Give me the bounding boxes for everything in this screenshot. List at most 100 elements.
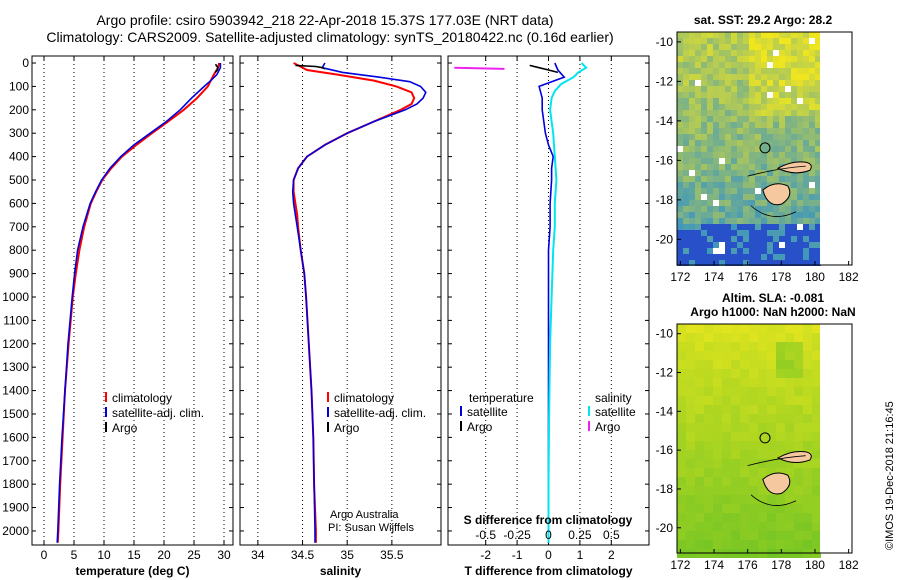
map-y-tick-label: -14 (656, 404, 674, 418)
climatology-line (56, 62, 221, 543)
depth-tick-label: 1100 (3, 313, 29, 327)
depth-tick-label: 1900 (2, 501, 29, 515)
map-y-tick-label: -10 (656, 35, 674, 49)
legend-label: Argo (334, 421, 360, 435)
map-frame (676, 323, 853, 554)
salinity-argo-line (454, 66, 505, 70)
map-x-tick-label: 174 (704, 270, 724, 284)
x-tick-label: 0 (545, 548, 552, 562)
island-viti-levu (762, 472, 791, 495)
depth-tick-label: 1700 (2, 454, 29, 468)
island-viti-levu (762, 183, 791, 206)
x-tick-label: 1 (577, 548, 584, 562)
salinity-satellite-line (547, 62, 588, 543)
satellite-adj-clim-line (56, 63, 222, 543)
imos-timestamp: ©IMOS 19-Dec-2018 21:16:45 (884, 401, 896, 550)
x-tick-label: 5 (71, 548, 78, 562)
x-axis-label: temperature (deg C) (75, 564, 189, 578)
climatology-line (292, 62, 416, 543)
legend-label: Argo (112, 421, 138, 435)
map-x-tick-label: 182 (839, 558, 859, 572)
plot-frame (447, 55, 650, 546)
argo-float-marker (759, 432, 771, 444)
x-tick-label: 34 (251, 548, 265, 562)
map-no-data (820, 324, 852, 553)
argo-line (214, 63, 219, 73)
map-y-tick-label: -12 (656, 74, 674, 88)
x-tick-label: 10 (97, 548, 111, 562)
depth-tick-label: 1400 (2, 384, 29, 398)
map-heatmap-cells (677, 324, 821, 558)
legend-label: Argo (467, 420, 493, 434)
x-axis-label: salinity (320, 564, 362, 578)
legend-label: Argo (595, 420, 621, 434)
bathymetry-contour (747, 165, 806, 217)
temperature-argo-line (529, 64, 559, 74)
map-heatmap-cells (677, 32, 821, 266)
s-tick-label: 0 (545, 528, 552, 542)
s-tick-label: -0.25 (503, 528, 531, 542)
temperature-satellite-line (538, 62, 566, 543)
argo-float-marker (759, 142, 771, 154)
legend-label: climatology (334, 391, 394, 405)
depth-tick-label: 1500 (2, 407, 29, 421)
depth-tick-label: 500 (9, 173, 29, 187)
bathymetry-contour (747, 455, 806, 506)
map-x-tick-label: 176 (738, 558, 758, 572)
map-y-tick-label: -18 (656, 193, 674, 207)
map-frame (676, 31, 853, 266)
depth-tick-label: 800 (9, 243, 29, 257)
map-x-tick-label: 180 (805, 270, 825, 284)
sst-map-panel: sat. SST: 29.2 Argo: 28.2 172 174 176 178 180… (656, 13, 859, 284)
map-x-tick-label: 172 (670, 270, 690, 284)
x-tick-label: 20 (157, 548, 171, 562)
legend-label: climatology (112, 391, 172, 405)
map-y-tick-label: -14 (656, 114, 674, 128)
map-y-tick-label: -20 (656, 232, 674, 246)
x-tick-label: 35.5 (380, 548, 404, 562)
map-x-tick-label: 182 (839, 270, 859, 284)
x-tick-label: 15 (127, 548, 141, 562)
map-x-tick-label: 178 (771, 270, 791, 284)
map-x-tick-label: 178 (771, 558, 791, 572)
x-tick-label: 35 (341, 548, 355, 562)
map-y-tick-label: -20 (656, 521, 674, 535)
map-y-tick-label: -10 (656, 327, 674, 341)
temperature-panel: 0100200300400500600700800900100011001200… (2, 55, 234, 578)
legend-label: satellite (595, 405, 636, 419)
depth-tick-label: 200 (9, 103, 29, 117)
sst-map-title: sat. SST: 29.2 Argo: 28.2 (694, 13, 833, 27)
x-axis-label: T difference from climatology (464, 564, 632, 578)
s-tick-label: 0.25 (568, 528, 592, 542)
plot-frame (239, 55, 442, 546)
plot-frame (31, 55, 234, 546)
legend-title-salinity: salinity (595, 391, 632, 405)
sla-map-title-line2: Argo h1000: NaN h2000: NaN (690, 305, 855, 319)
depth-tick-label: 400 (9, 150, 29, 164)
depth-tick-label: 1800 (2, 477, 29, 491)
legend-label: satellite-adj. clim. (334, 406, 426, 420)
argo-line (295, 64, 326, 70)
legend-label: satellite (467, 405, 508, 419)
map-x-tick-label: 174 (704, 558, 724, 572)
legend-label: satellite-adj. clim. (112, 406, 204, 420)
depth-tick-label: 0 (22, 56, 29, 70)
x-tick-label: 25 (187, 548, 201, 562)
figure-title-line2: Climatology: CARS2009. Satellite-adjuste… (46, 29, 613, 45)
depth-tick-label: 300 (9, 126, 29, 140)
x-tick-label: 0 (41, 548, 48, 562)
map-x-tick-label: 180 (805, 558, 825, 572)
s-tick-label: 0.5 (603, 528, 620, 542)
map-y-tick-label: -16 (656, 443, 674, 457)
depth-tick-label: 1200 (2, 337, 29, 351)
x-tick-label: -2 (480, 548, 491, 562)
depth-tick-label: 1300 (2, 360, 29, 374)
depth-tick-label: 600 (9, 196, 29, 210)
x-tick-label: 34.5 (291, 548, 315, 562)
depth-tick-label: 1000 (2, 290, 29, 304)
map-y-tick-label: -18 (656, 482, 674, 496)
salinity-panel: 34 34.5 35 35.5 salinity climatologysatellite… (239, 55, 442, 578)
depth-tick-label: 700 (9, 220, 29, 234)
